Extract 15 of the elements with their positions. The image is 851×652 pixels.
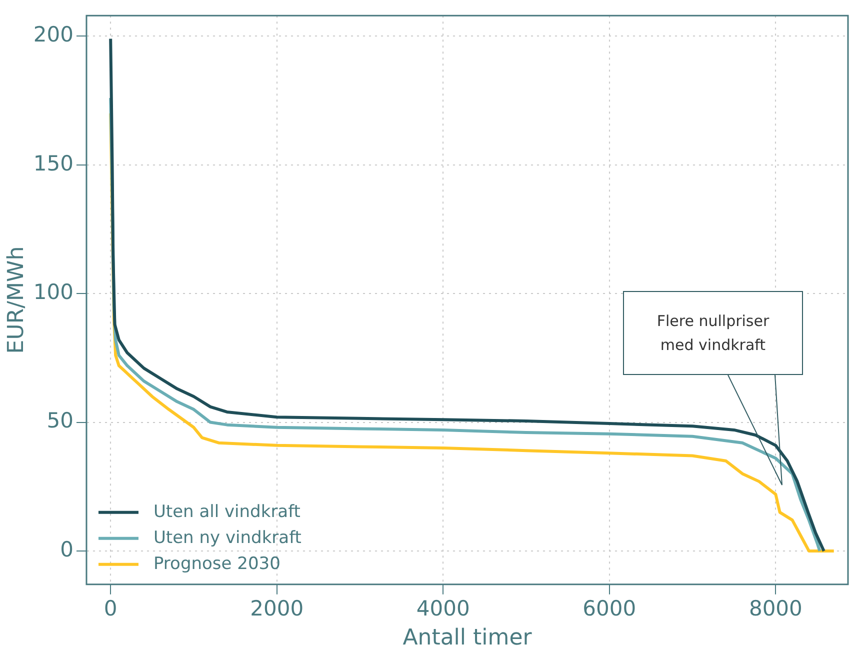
y-tick-label: 150 bbox=[33, 151, 74, 176]
x-tick-label: 0 bbox=[104, 596, 118, 620]
y-tick-label: 100 bbox=[33, 280, 74, 304]
legend-label: Uten ny vindkraft bbox=[153, 528, 302, 548]
legend-label: Uten all vindkraft bbox=[153, 502, 301, 522]
y-tick-label: 50 bbox=[46, 408, 74, 433]
x-tick-label: 2000 bbox=[250, 596, 304, 620]
legend-label: Prognose 2030 bbox=[153, 554, 280, 574]
x-tick-label: 4000 bbox=[416, 596, 470, 620]
x-tick-label: 8000 bbox=[748, 596, 802, 620]
y-axis-title: EUR/MWh bbox=[4, 246, 29, 354]
y-tick-label: 200 bbox=[33, 22, 74, 47]
y-tick-label: 0 bbox=[60, 537, 74, 562]
x-axis-title: Antall timer bbox=[402, 626, 533, 651]
x-tick-label: 6000 bbox=[582, 596, 636, 620]
